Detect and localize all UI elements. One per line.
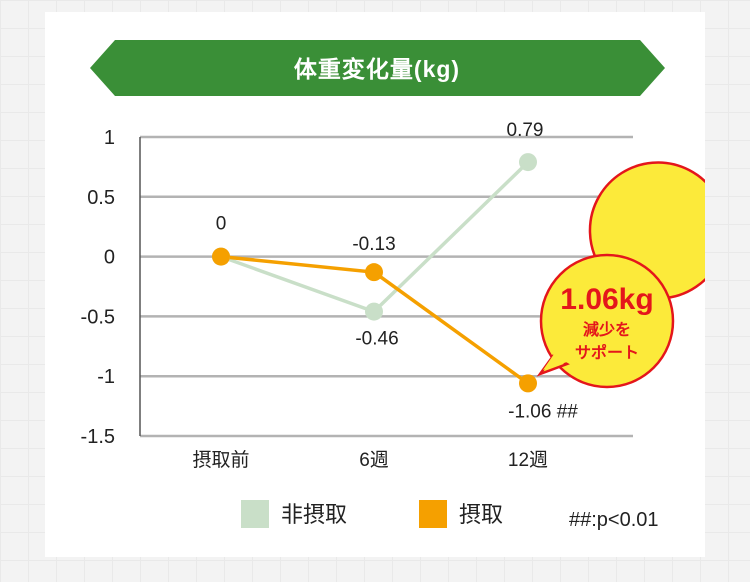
data-label: -0.46	[355, 329, 398, 350]
data-point	[519, 374, 537, 393]
legend: 非摂取 摂取 ##:p<0.01	[241, 500, 659, 531]
significance-note: ##:p<0.01	[569, 509, 659, 531]
line-chart: 体重変化量(kg) 1 0.5 0 -0.5 -1 -1.5 摂取前 6週 12週 -0.46…	[81, 40, 705, 531]
callout-badge: 1.06kg 減少を サポート	[536, 161, 705, 389]
data-label: -1.06 ##	[508, 401, 578, 422]
chart-card: 体重変化量(kg) 1 0.5 0 -0.5 -1 -1.5 摂取前 6週 12週 -0.46…	[45, 12, 705, 557]
data-point	[365, 263, 383, 282]
legend-label-non-intake: 非摂取	[281, 502, 347, 527]
data-point	[519, 153, 537, 172]
callout-circle	[539, 253, 675, 389]
data-label: 0.79	[507, 120, 544, 141]
legend-swatch-non-intake	[241, 500, 269, 528]
data-point	[365, 302, 383, 321]
y-tick-label: 0	[104, 247, 115, 269]
legend-swatch-intake	[419, 500, 447, 528]
x-tick-labels: 摂取前 6週 12週	[192, 449, 548, 471]
y-tick-label: 0.5	[87, 187, 115, 209]
y-tick-label: -0.5	[81, 306, 115, 328]
y-tick-label: -1.5	[81, 426, 115, 448]
legend-label-intake: 摂取	[459, 502, 503, 527]
data-point	[212, 247, 230, 266]
y-tick-label: -1	[97, 366, 115, 388]
callout-bubble	[585, 161, 705, 359]
y-tick-label: 1	[104, 127, 115, 149]
callout-line2: サポート	[575, 343, 639, 362]
data-labels: -0.46 0.79 0 -0.13 -1.06 ##	[216, 120, 579, 422]
x-tick-label: 12週	[508, 449, 548, 471]
callout-line1: 減少を	[583, 320, 631, 339]
x-tick-label: 6週	[359, 449, 389, 471]
chart-title: 体重変化量(kg)	[294, 56, 460, 82]
callout-tail-mask	[543, 352, 573, 370]
title-banner	[90, 40, 665, 96]
data-label: 0	[216, 214, 227, 235]
y-tick-labels: 1 0.5 0 -0.5 -1 -1.5	[81, 127, 115, 448]
series-layer	[212, 153, 537, 393]
data-label: -0.13	[352, 234, 395, 255]
callout-main-text: 1.06kg	[560, 283, 653, 316]
x-tick-label: 摂取前	[192, 449, 249, 471]
